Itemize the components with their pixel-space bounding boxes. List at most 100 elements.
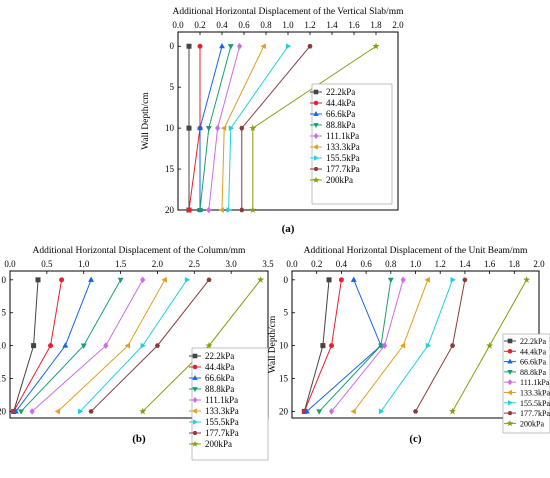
x-tick-label: 3.0	[226, 259, 238, 269]
data-point	[197, 43, 203, 49]
panel-b: Additional Horizontal Displacement of th…	[0, 245, 274, 461]
data-point	[382, 342, 388, 349]
x-tick-label: 1.8	[370, 20, 382, 30]
x-tick-label: 0.0	[4, 259, 16, 269]
legend-marker	[507, 338, 513, 344]
data-point	[316, 409, 323, 415]
data-point	[35, 277, 41, 283]
legend-marker	[313, 123, 319, 129]
data-point	[219, 42, 225, 49]
legend-entry: 44.4kPa	[326, 98, 355, 108]
legend-marker	[506, 389, 512, 396]
legend-marker	[313, 100, 319, 106]
data-point	[249, 124, 257, 132]
y-tick-label: 10	[0, 341, 7, 351]
y-tick-label: 10	[165, 123, 175, 133]
x-tick-label: 0.2	[311, 259, 322, 269]
data-point	[206, 277, 212, 283]
data-point	[249, 206, 257, 214]
data-point	[184, 276, 191, 283]
data-point	[88, 409, 94, 414]
legend-marker	[507, 369, 513, 375]
data-point	[77, 408, 84, 415]
y-axis-label: Wall Depth/cm	[141, 92, 151, 150]
data-point	[239, 125, 245, 131]
legend-marker	[192, 364, 198, 370]
data-point	[378, 408, 385, 415]
x-tick-label: 1.6	[484, 259, 496, 269]
legend-marker	[312, 144, 318, 150]
data-point	[350, 408, 356, 415]
panel-c: Additional Horizontal Displacement of th…	[268, 245, 550, 445]
data-point	[424, 276, 430, 283]
legend-marker	[193, 419, 199, 425]
legend-marker	[192, 396, 198, 404]
data-point	[54, 408, 60, 415]
legend-marker	[314, 155, 320, 161]
data-point	[215, 124, 221, 132]
data-point	[320, 343, 326, 349]
data-point	[140, 276, 146, 284]
data-point	[285, 43, 292, 50]
legend-marker	[507, 348, 513, 354]
legend-marker	[313, 110, 319, 116]
x-tick-label: 0.6	[360, 259, 372, 269]
x-tick-label: 2.0	[152, 259, 164, 269]
legend-marker	[313, 132, 319, 140]
chart-title: Additional Horizontal Displacement of th…	[33, 245, 247, 256]
y-tick-label: 0	[2, 275, 7, 285]
data-point	[328, 408, 335, 415]
legend-entry: 155.5kPa	[520, 399, 550, 408]
data-point	[139, 407, 147, 415]
data-point	[399, 342, 406, 349]
data-point	[103, 342, 109, 349]
data-point	[523, 275, 531, 283]
x-tick-label: 0.0	[286, 259, 298, 269]
x-tick-label: 3.5	[262, 259, 274, 269]
data-point	[450, 343, 456, 348]
x-tick-label: 0.6	[238, 20, 250, 30]
data-point	[220, 125, 227, 132]
series-line	[380, 279, 454, 412]
data-point	[29, 408, 35, 415]
legend-marker	[313, 166, 319, 172]
data-point	[329, 343, 335, 349]
data-point	[154, 343, 160, 348]
x-tick-label: 1.5	[115, 259, 127, 269]
y-axis-label: Wall Depth/cm	[268, 315, 278, 373]
y-tick-label: 20	[0, 406, 7, 416]
legend-entry: 111.1kPa	[520, 378, 550, 387]
legend-box	[191, 347, 269, 461]
data-point	[425, 342, 432, 349]
series-line	[353, 279, 429, 412]
legend-entry: 155.5kPa	[205, 417, 239, 427]
chart-title: Additional Horizontal Displacement of th…	[173, 6, 405, 17]
x-tick-label: 0.8	[260, 20, 272, 30]
data-point	[237, 42, 243, 50]
legend-marker	[507, 411, 513, 416]
x-tick-label: 0.4	[336, 259, 348, 269]
legend-marker	[508, 400, 514, 406]
data-point	[197, 124, 203, 131]
x-tick-label: 1.8	[509, 259, 521, 269]
data-point	[227, 44, 234, 50]
legend-entry: 22.2kPa	[326, 87, 355, 97]
data-point	[140, 342, 146, 349]
y-tick-label: 5	[170, 82, 175, 92]
data-point	[117, 277, 124, 284]
data-point	[218, 207, 225, 213]
legend-entry: 66.6kPa	[205, 373, 234, 383]
x-tick-label: 0.0	[172, 20, 184, 30]
legend-entry: 177.7kPa	[520, 409, 550, 418]
panel-label: (a)	[282, 223, 295, 235]
series-line	[415, 279, 466, 412]
x-tick-label: 0.8	[385, 259, 397, 269]
x-tick-label: 1.0	[78, 259, 90, 269]
x-tick-label: 2.0	[392, 20, 404, 30]
data-point	[448, 407, 457, 415]
legend-entry: 177.7kPa	[205, 428, 239, 438]
panel-label: (c)	[409, 433, 422, 445]
data-point	[186, 125, 192, 131]
y-tick-label: 5	[2, 308, 7, 318]
legend-marker	[191, 440, 199, 447]
